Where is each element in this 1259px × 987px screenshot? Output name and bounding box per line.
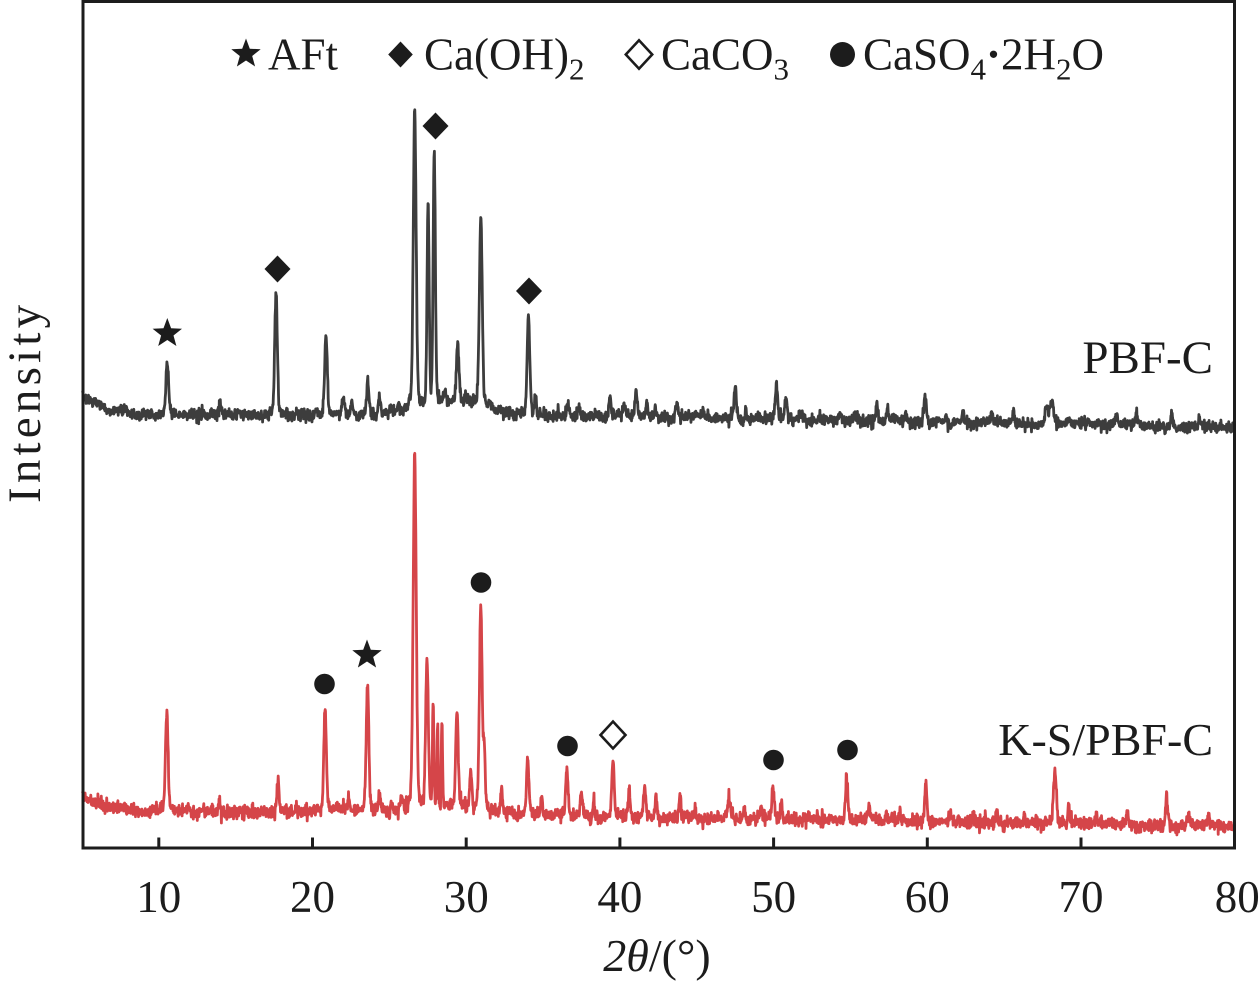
svg-text:Ca(OH)2: Ca(OH)2 <box>424 30 584 87</box>
svg-text:CaCO3: CaCO3 <box>661 30 789 87</box>
svg-text:AFt: AFt <box>268 30 339 80</box>
svg-text:40: 40 <box>597 872 642 922</box>
svg-text:2θ/(°): 2θ/(°) <box>603 930 710 981</box>
svg-text:20: 20 <box>290 872 335 922</box>
svg-text:10: 10 <box>136 872 181 922</box>
svg-text:70: 70 <box>1059 872 1104 922</box>
svg-text:80: 80 <box>1215 872 1259 922</box>
svg-text:50: 50 <box>751 872 796 922</box>
svg-text:60: 60 <box>905 872 950 922</box>
svg-text:30: 30 <box>444 872 489 922</box>
svg-text:PBF-C: PBF-C <box>1082 332 1213 384</box>
svg-text:Intensity: Intensity <box>0 301 51 503</box>
svg-text:K-S/PBF-C: K-S/PBF-C <box>998 714 1213 765</box>
